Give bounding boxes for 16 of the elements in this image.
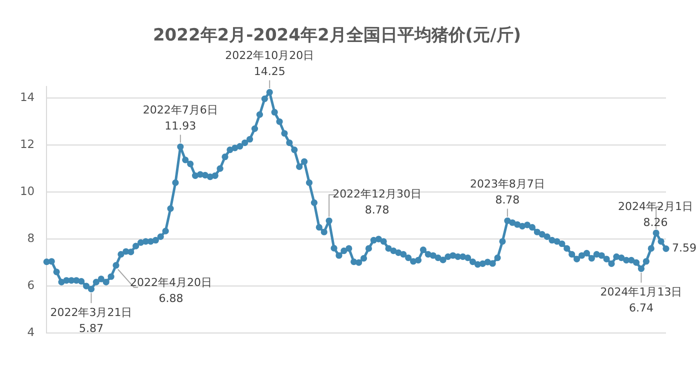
data-label: 2024年2月1日 8.26	[618, 200, 694, 229]
chart-title: 2022年2月-2024年2月全国日平均猪价(元/斤)	[152, 26, 522, 46]
data-label: 2022年3月21日 5.87	[50, 306, 132, 335]
y-tick-label: 6	[27, 278, 35, 292]
data-label: 7.59	[672, 242, 696, 255]
data-label: 2022年7月6日 11.93	[142, 104, 218, 133]
y-tick-label: 12	[20, 137, 35, 152]
y-tick-label: 10	[20, 184, 35, 198]
data-label: 2024年1月13日 6.74	[600, 286, 682, 315]
data-label: 2023年8月7日 8.78	[470, 178, 545, 207]
y-tick-label: 8	[27, 231, 35, 246]
y-tick-label: 4	[27, 324, 35, 339]
data-label: 2022年12月30日 8.78	[332, 188, 422, 217]
y-tick-label: 14	[20, 90, 35, 104]
data-label: 2022年4月20日 6.88	[130, 276, 212, 306]
data-label: 2022年10月20日 14.25	[225, 49, 314, 78]
